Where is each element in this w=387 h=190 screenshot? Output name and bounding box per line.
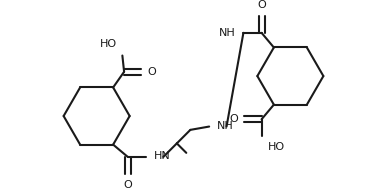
Text: HN: HN [154, 151, 171, 161]
Text: NH: NH [219, 28, 236, 38]
Text: HO: HO [268, 142, 285, 152]
Text: NH: NH [217, 121, 234, 131]
Text: O: O [147, 67, 156, 77]
Text: HO: HO [100, 40, 117, 49]
Text: O: O [257, 0, 266, 10]
Text: O: O [123, 180, 132, 190]
Text: O: O [229, 114, 238, 124]
